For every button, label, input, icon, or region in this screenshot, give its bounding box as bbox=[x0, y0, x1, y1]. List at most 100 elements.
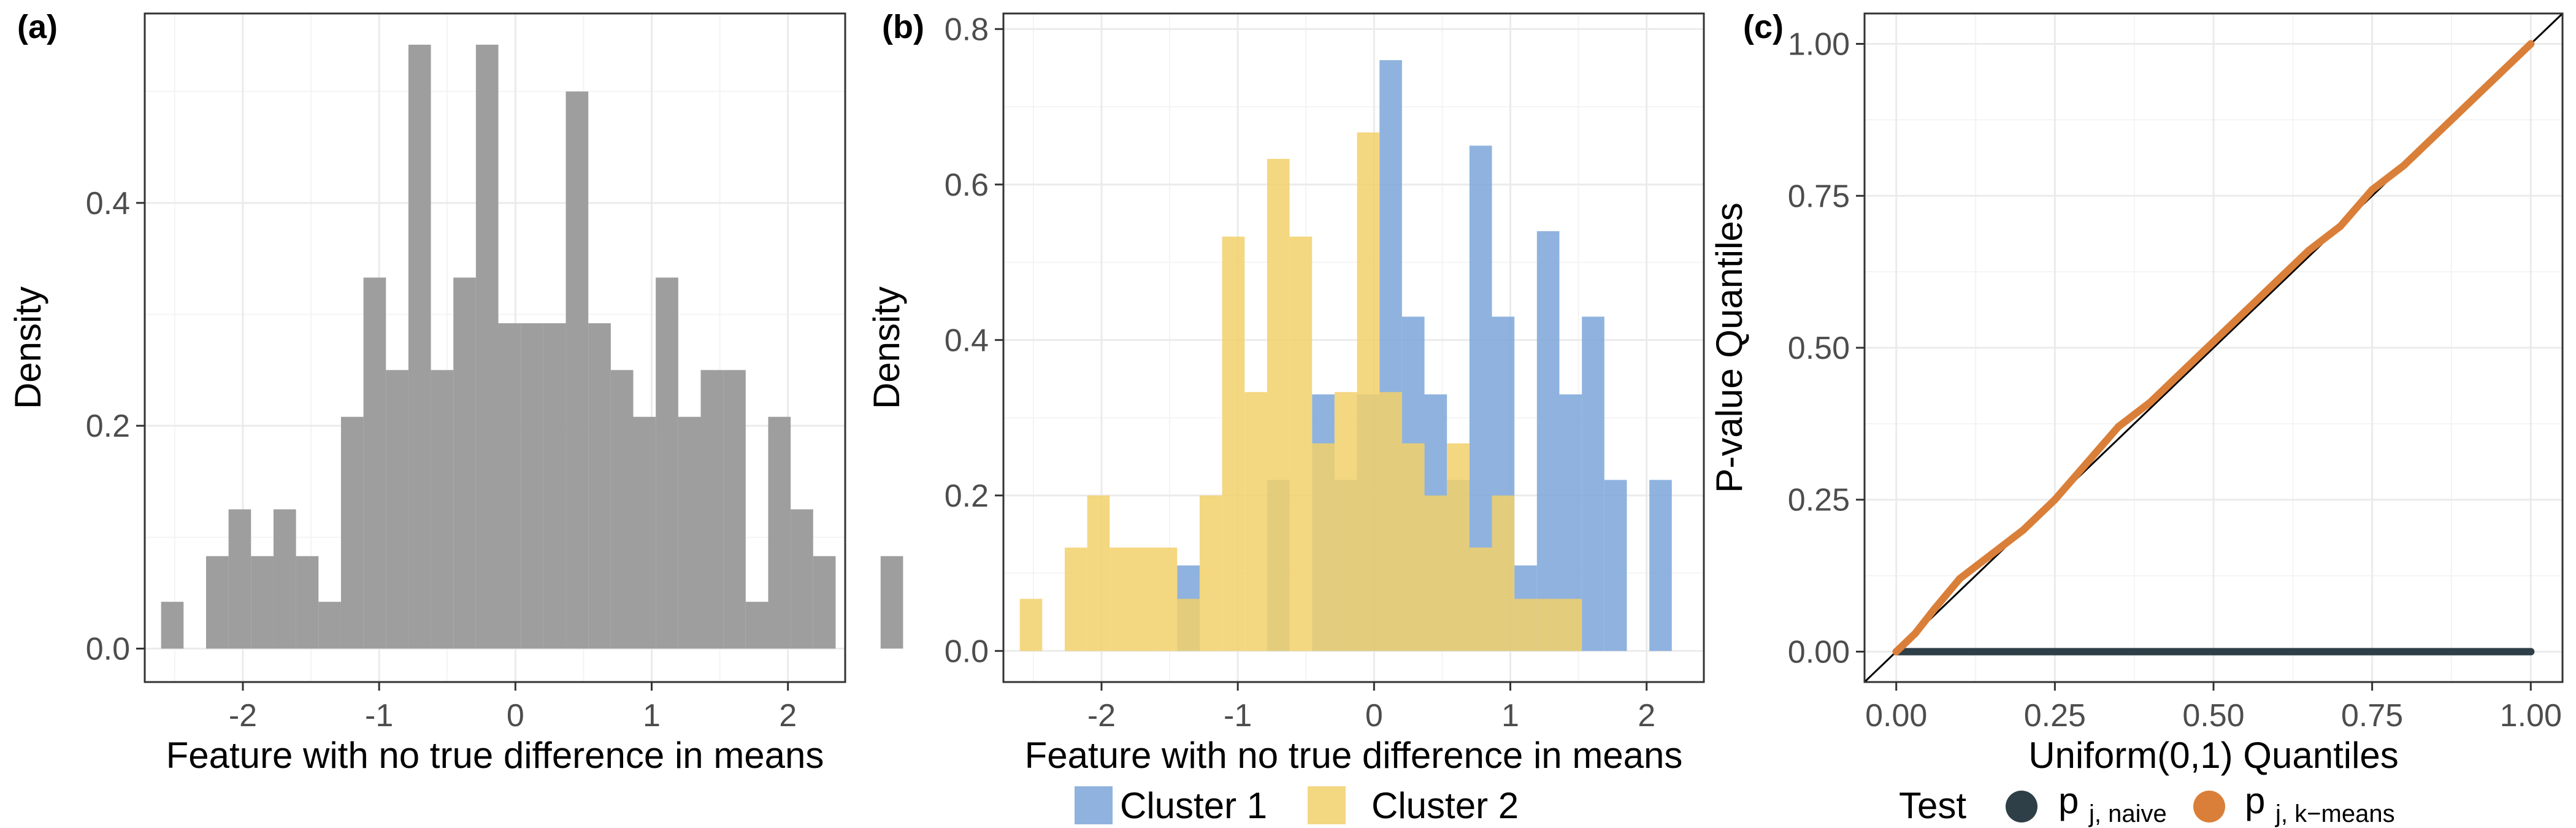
histogram-bar bbox=[1582, 316, 1604, 651]
histogram-bar bbox=[498, 323, 521, 649]
histogram-bar bbox=[791, 509, 813, 649]
legend-label-kmeans: p j, k−means bbox=[2245, 780, 2395, 827]
legend-kmeans-main: p bbox=[2245, 780, 2265, 821]
x-tick-label: 1 bbox=[1501, 698, 1519, 734]
histogram-bar bbox=[1199, 495, 1222, 651]
x-tick-label: 0.75 bbox=[2341, 698, 2403, 734]
panel-a-bars bbox=[161, 44, 903, 649]
panel-b-label: (b) bbox=[882, 9, 924, 45]
histogram-bar bbox=[1536, 599, 1560, 651]
panel-c-x-axis-title: Uniform(0,1) Quantiles bbox=[2028, 735, 2399, 776]
x-tick-label: 0.25 bbox=[2024, 698, 2086, 734]
x-tick-label: 0.50 bbox=[2182, 698, 2244, 734]
histogram-bar bbox=[1154, 547, 1178, 651]
histogram-bar bbox=[1019, 599, 1043, 651]
y-tick-label: 0.4 bbox=[86, 186, 130, 221]
panel-b-y-axis-title: Density bbox=[866, 286, 907, 409]
histogram-bar bbox=[340, 416, 364, 649]
histogram-bar bbox=[700, 370, 724, 649]
y-tick-label: 0.2 bbox=[86, 408, 130, 444]
histogram-bar bbox=[1110, 547, 1132, 651]
histogram-bar bbox=[723, 370, 746, 649]
histogram-bar bbox=[678, 416, 701, 649]
qq-point-k-means bbox=[2305, 247, 2313, 255]
histogram-bar bbox=[318, 602, 341, 649]
y-tick-label: 0.6 bbox=[945, 167, 989, 203]
x-tick-label: -2 bbox=[1087, 698, 1116, 734]
qq-point-naive bbox=[2273, 648, 2281, 656]
qq-point-k-means bbox=[2146, 399, 2154, 407]
histogram-bar bbox=[1514, 599, 1537, 651]
panel-c-label: (c) bbox=[1743, 9, 1784, 45]
histogram-bar bbox=[745, 602, 769, 649]
qq-point-k-means bbox=[2210, 338, 2217, 346]
panel-a-label: (a) bbox=[17, 9, 58, 45]
histogram-bar bbox=[228, 509, 251, 649]
histogram-bar bbox=[475, 44, 499, 649]
histogram-bar bbox=[1469, 547, 1492, 651]
qq-series-k-means bbox=[1892, 40, 2535, 656]
qq-point-naive bbox=[2527, 648, 2535, 656]
panel-b-legend: Cluster 1 Cluster 2 bbox=[1075, 785, 1519, 826]
qq-point-naive bbox=[2336, 648, 2344, 656]
qq-point-k-means bbox=[2273, 277, 2281, 285]
qq-point-k-means bbox=[2241, 307, 2249, 315]
x-tick-label: -1 bbox=[1224, 698, 1252, 734]
legend-label-naive: p j, naive bbox=[2058, 780, 2167, 827]
panel-c-legend: Test p j, naive p j, k−means bbox=[1899, 780, 2395, 827]
histogram-bar bbox=[1267, 159, 1290, 651]
x-tick-label: 1 bbox=[643, 698, 661, 734]
legend-swatch-cluster-1 bbox=[1075, 786, 1113, 824]
qq-point-k-means bbox=[2495, 71, 2503, 79]
panel-a-border bbox=[144, 12, 846, 683]
panel-b-bars bbox=[1019, 60, 1672, 651]
x-tick-label: 1.00 bbox=[2500, 698, 2562, 734]
qq-point-naive bbox=[1956, 648, 1964, 656]
histogram-bar bbox=[1604, 480, 1627, 651]
y-tick-label: 1.00 bbox=[1788, 27, 1850, 63]
histogram-bar bbox=[453, 277, 476, 649]
legend-marker-kmeans bbox=[2193, 791, 2225, 822]
histogram-bar bbox=[251, 556, 274, 649]
histogram-bar bbox=[1649, 480, 1672, 651]
panel-b: (b) -2 -1 0 1 2 0.0 0.2 0.4 0.6 0.8 Feature with … bbox=[866, 9, 1705, 826]
histogram-bar bbox=[161, 602, 184, 649]
y-tick-label: 0.0 bbox=[945, 634, 989, 669]
panel-b-ticks: -2 -1 0 1 2 0.0 0.2 0.4 0.6 0.8 bbox=[945, 12, 1655, 734]
legend-kmeans-sub: j, k−means bbox=[2275, 800, 2395, 827]
qq-point-k-means bbox=[2368, 186, 2376, 194]
histogram-bar bbox=[1401, 443, 1425, 651]
histogram-bar bbox=[1087, 495, 1110, 651]
histogram-bar bbox=[633, 416, 656, 649]
panel-a: (a) -2 -1 0 1 2 0.0 0.2 0.4 Feature with no tru… bbox=[7, 9, 903, 776]
histogram-bar bbox=[1244, 392, 1267, 651]
x-tick-label: 0 bbox=[507, 698, 524, 734]
histogram-bar bbox=[1424, 495, 1447, 651]
histogram-bar bbox=[1536, 231, 1560, 651]
y-tick-label: 0.8 bbox=[945, 12, 989, 47]
qq-point-naive bbox=[2210, 648, 2217, 656]
panel-b-x-axis-title: Feature with no true difference in means bbox=[1025, 735, 1683, 776]
panel-a-x-axis-title: Feature with no true difference in means bbox=[166, 735, 824, 776]
histogram-bar bbox=[565, 91, 589, 649]
y-tick-label: 0.25 bbox=[1788, 483, 1850, 518]
histogram-bar bbox=[588, 323, 611, 649]
histogram-bar bbox=[1289, 236, 1313, 651]
panel-c-ticks: 0.00 0.25 0.50 0.75 1.00 0.00 0.25 0.50 0.75 1.00 bbox=[1788, 27, 2562, 734]
legend-naive-sub: j, naive bbox=[2088, 800, 2167, 827]
qq-point-naive bbox=[2146, 648, 2154, 656]
histogram-bar bbox=[296, 556, 319, 649]
histogram-bar bbox=[1357, 132, 1380, 651]
histogram-bar bbox=[273, 509, 296, 649]
histogram-bar bbox=[1177, 599, 1200, 651]
histogram-bar bbox=[386, 370, 408, 649]
x-tick-label: 0.00 bbox=[1865, 698, 1927, 734]
y-tick-label: 0.0 bbox=[86, 632, 130, 667]
histogram-bar bbox=[656, 277, 678, 649]
y-tick-label: 0.75 bbox=[1788, 178, 1850, 214]
histogram-bar bbox=[1132, 547, 1155, 651]
y-tick-label: 0.2 bbox=[945, 478, 989, 514]
qq-point-naive bbox=[2463, 648, 2471, 656]
qq-point-k-means bbox=[2019, 526, 2027, 534]
